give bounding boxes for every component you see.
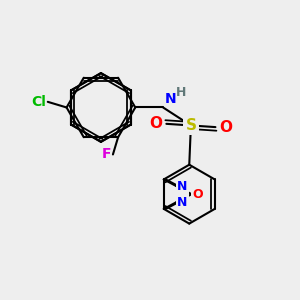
Text: N: N (165, 92, 176, 106)
Text: Cl: Cl (31, 95, 46, 109)
Text: N: N (177, 196, 187, 209)
Text: O: O (192, 188, 203, 201)
Text: N: N (177, 180, 187, 193)
Text: H: H (176, 86, 186, 99)
Text: O: O (149, 116, 162, 131)
Text: O: O (219, 120, 232, 135)
Text: F: F (102, 148, 111, 161)
Text: S: S (185, 118, 197, 133)
